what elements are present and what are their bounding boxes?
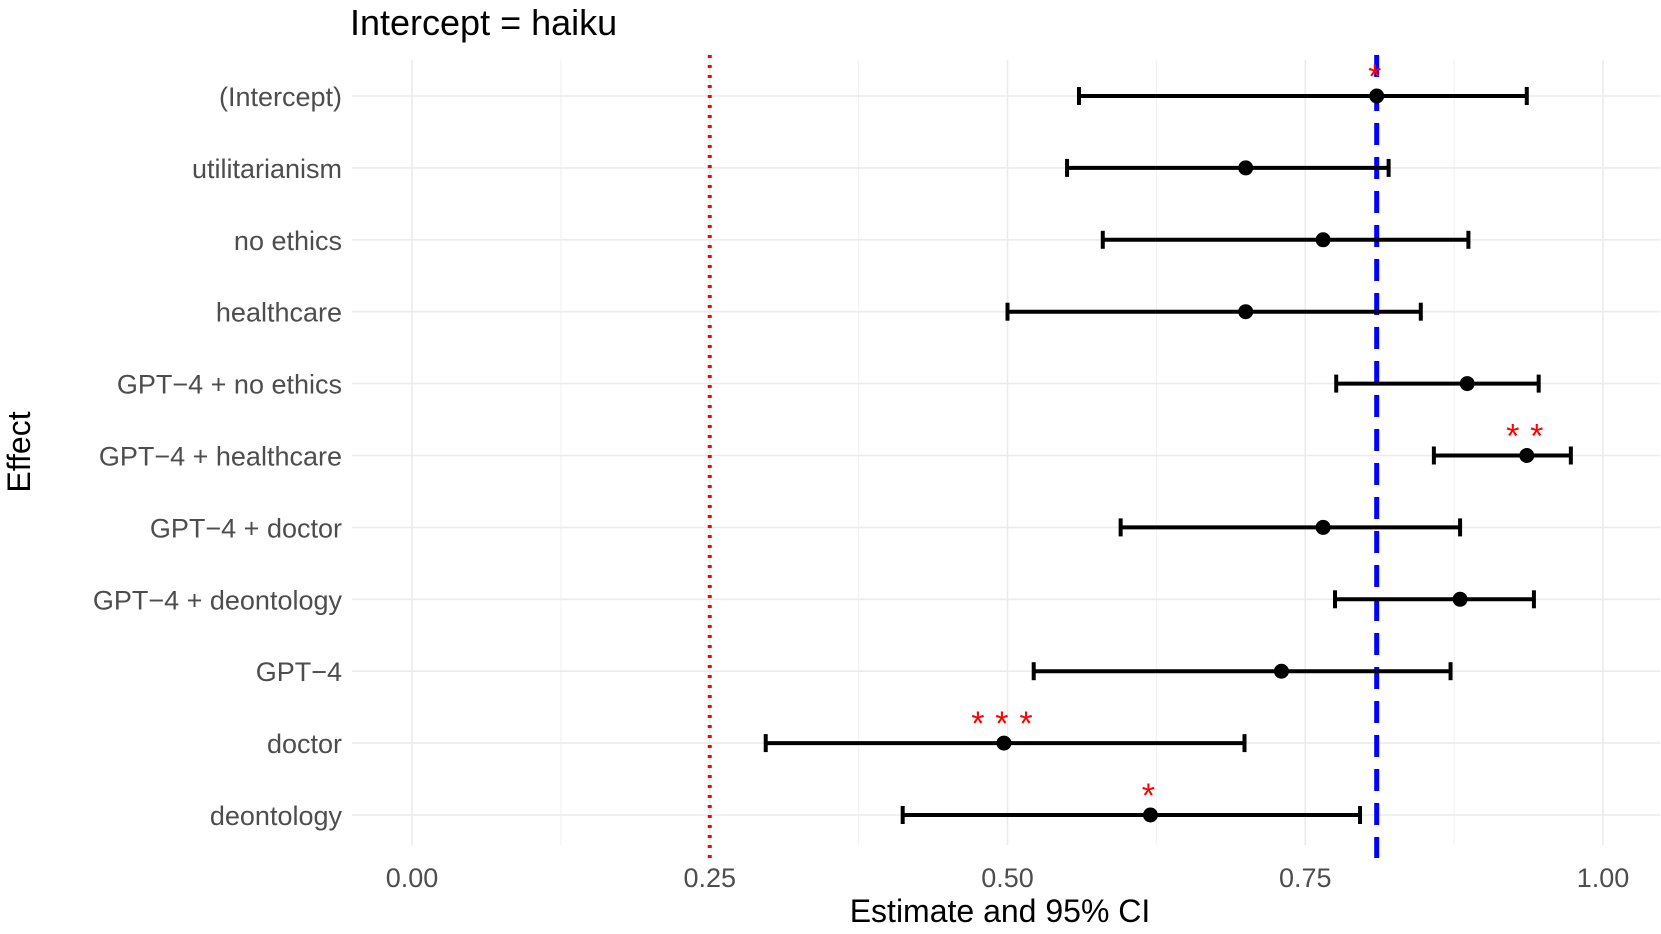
estimate-point xyxy=(1238,160,1254,176)
y-axis-title: Effect xyxy=(1,411,37,492)
estimate-point xyxy=(1315,232,1331,248)
estimate-point xyxy=(1369,88,1385,104)
y-tick-label: no ethics xyxy=(234,226,342,256)
estimate-point xyxy=(1273,663,1289,679)
y-tick-label: (Intercept) xyxy=(219,82,342,112)
ci-errorbar xyxy=(1333,590,1536,609)
x-tick-label: 0.75 xyxy=(1279,863,1332,893)
ci-errorbar xyxy=(1431,446,1573,465)
estimate-points xyxy=(996,88,1535,823)
estimate-point xyxy=(996,735,1012,751)
y-tick-label: GPT−4 xyxy=(256,657,342,687)
significance-label: * xyxy=(1142,777,1159,815)
ci-errorbar xyxy=(1031,662,1453,681)
ci-errorbar xyxy=(1100,230,1471,249)
reference-lines xyxy=(707,55,1380,858)
significance-label: * xyxy=(1368,58,1385,96)
y-tick-label: GPT−4 + no ethics xyxy=(117,370,342,400)
significance-label: * * xyxy=(1506,418,1547,456)
significance-label: * * * xyxy=(971,705,1036,743)
x-axis-title: Estimate and 95% CI xyxy=(850,893,1151,929)
x-tick-label: 0.50 xyxy=(981,863,1034,893)
chart-title: Intercept = haiku xyxy=(350,2,617,43)
estimate-point xyxy=(1519,448,1535,463)
estimate-point xyxy=(1315,519,1331,535)
y-tick-label: utilitarianism xyxy=(192,154,342,184)
estimate-point xyxy=(1238,304,1254,320)
y-tick-label: GPT−4 + doctor xyxy=(150,513,342,543)
y-tick-labels: (Intercept) utilitarianism no ethics health… xyxy=(93,82,343,831)
ci-errorbar xyxy=(900,806,1363,824)
estimate-point xyxy=(1452,591,1468,607)
y-tick-label: GPT−4 + deontology xyxy=(93,585,343,615)
ci-errorbar xyxy=(1118,518,1463,537)
x-tick-label: 1.00 xyxy=(1577,863,1630,893)
x-tick-label: 0.00 xyxy=(386,863,439,893)
estimate-point xyxy=(1459,376,1475,392)
ci-errorbar xyxy=(1005,302,1423,321)
significance-labels: * * * * * * * xyxy=(971,58,1547,815)
estimate-point xyxy=(1142,807,1158,823)
confidence-intervals xyxy=(763,87,1573,824)
ci-errorbar xyxy=(1334,374,1541,393)
y-tick-label: deontology xyxy=(210,801,343,831)
y-tick-label: doctor xyxy=(267,729,342,759)
ci-errorbar xyxy=(1065,158,1391,177)
x-tick-labels: 0.00 0.25 0.50 0.75 1.00 xyxy=(386,863,1630,893)
x-tick-label: 0.25 xyxy=(683,863,736,893)
ci-errorbar xyxy=(1076,87,1529,105)
y-tick-label: GPT−4 + healthcare xyxy=(99,442,342,472)
y-tick-label: healthcare xyxy=(216,298,342,328)
